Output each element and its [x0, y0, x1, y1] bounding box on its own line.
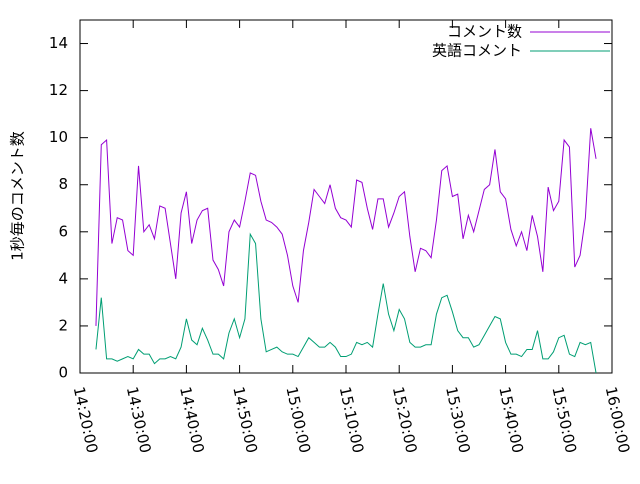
- y-tick-label: 2: [58, 316, 68, 334]
- legend-label: 英語コメント: [432, 42, 522, 60]
- x-tick-label: 16:00:00: [602, 385, 634, 455]
- y-tick-label: 14: [49, 34, 68, 52]
- legend-label: コメント数: [447, 23, 522, 41]
- y-tick-label: 10: [49, 128, 68, 146]
- y-axis-label: 1秒毎のコメント数: [9, 131, 27, 261]
- plot-frame: [79, 19, 613, 374]
- series-line: [95, 232, 597, 374]
- y-tick-label: 8: [58, 175, 68, 193]
- y-tick-label: 4: [58, 269, 68, 287]
- x-tick-label: 15:20:00: [389, 385, 421, 455]
- x-tick-label: 15:30:00: [442, 385, 474, 455]
- y-tick-label: 12: [49, 81, 68, 99]
- x-tick-label: 15:50:00: [548, 385, 580, 455]
- x-tick-label: 14:40:00: [176, 385, 208, 455]
- y-tick-label: 6: [58, 222, 68, 240]
- x-tick-label: 14:30:00: [123, 385, 155, 455]
- x-tick-label: 15:10:00: [336, 385, 368, 455]
- x-tick-label: 14:20:00: [70, 385, 102, 455]
- x-tick-label: 15:00:00: [282, 385, 314, 455]
- x-tick-label: 14:50:00: [229, 385, 261, 455]
- x-tick-label: 15:40:00: [495, 385, 527, 455]
- series-line: [95, 128, 597, 326]
- y-tick-label: 0: [58, 364, 68, 382]
